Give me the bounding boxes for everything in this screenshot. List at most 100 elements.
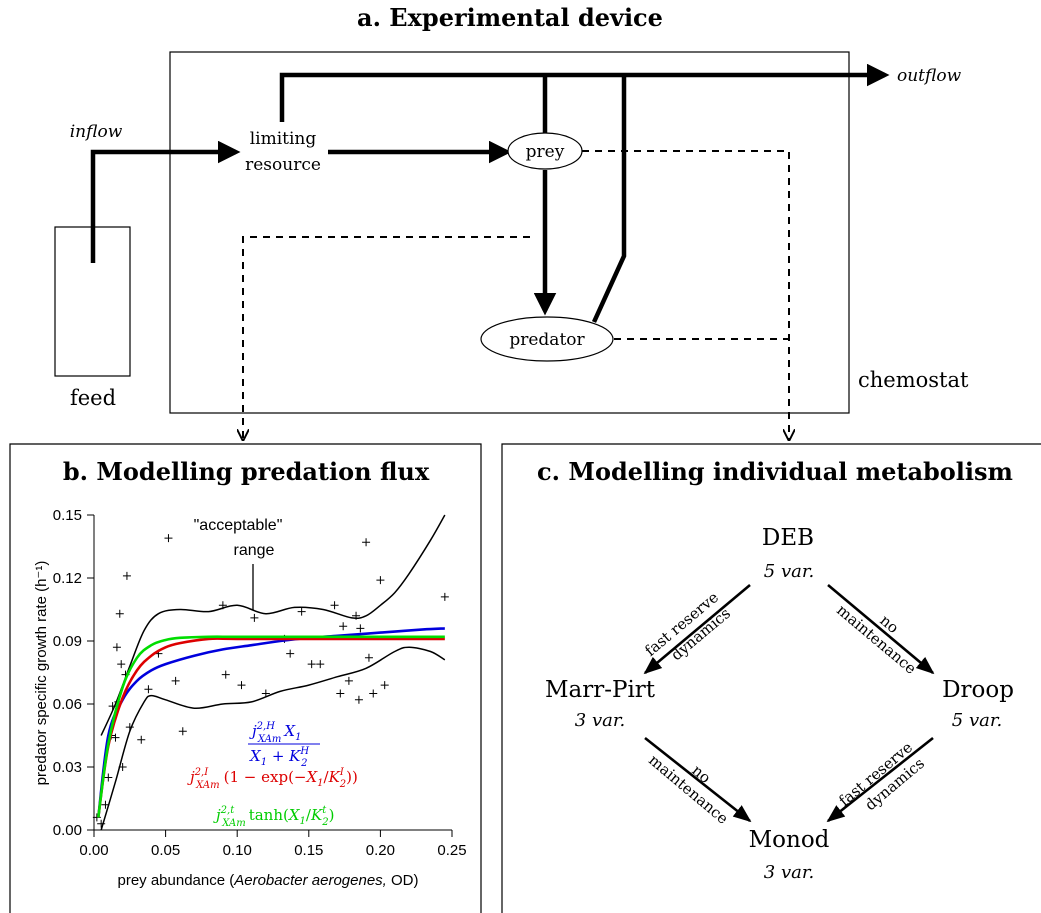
x-axis-label-prefix: prey abundance ( (117, 872, 234, 889)
x-tick-label: 0.15 (294, 842, 323, 859)
data-point (316, 660, 325, 669)
inflow-arrow (90, 140, 241, 263)
prey-node (507, 132, 583, 170)
range-label: range (234, 542, 275, 559)
svg-text:X1 + KH2: X1 + KH 2 (249, 746, 309, 769)
x-tick-label: 0.25 (437, 842, 466, 859)
deb-node: DEB (762, 525, 814, 551)
limiting-label: limiting (250, 129, 317, 149)
panel-c-frame (501, 443, 1041, 913)
formula-ivlev: j2,I XAm (1 − exp(−X1/KI 2)) (187, 767, 358, 791)
prey-to-panel-c-dashed (582, 150, 789, 440)
arrow-droop-monod (826, 736, 934, 823)
data-point (137, 735, 146, 744)
data-point (115, 609, 124, 618)
data-point (237, 681, 246, 690)
panel-c: c. Modelling individual metabolism DEB 5… (501, 443, 1041, 913)
x-tick-label: 0.00 (79, 842, 108, 859)
y-tick-label: 0.12 (53, 570, 82, 587)
y-tick-label: 0.09 (53, 633, 82, 650)
data-point (112, 643, 121, 652)
x-axis-label-suffix: OD) (387, 872, 419, 889)
edge-deb-droop-label-2: maintenance (833, 601, 920, 678)
deb-vars: 5 var. (764, 561, 814, 582)
panel-a: a. Experimental device prey predator lim… (54, 3, 969, 440)
curve-range (100, 514, 446, 736)
curve-holling (97, 627, 445, 818)
prey-to-panel-b-dashed (243, 236, 530, 440)
edge-labels: fast reserve dynamics no maintenance no … (641, 588, 928, 828)
prey-label: prey (526, 142, 565, 162)
resource-label: resource (245, 155, 321, 175)
data-point (122, 571, 131, 580)
inflow-label: inflow (70, 122, 123, 142)
data-point (307, 660, 316, 669)
data-point (171, 676, 180, 685)
data-point (297, 607, 306, 616)
monod-vars: 3 var. (764, 862, 814, 883)
curve-tanh (97, 635, 445, 818)
outflow-label: outflow (897, 66, 962, 86)
panel-a-title: a. Experimental device (357, 3, 663, 32)
measurement-lines (243, 150, 789, 440)
predator-label: predator (509, 330, 585, 350)
panel-b-title: b. Modelling predation flux (63, 457, 430, 486)
arrow-deb-marr-pirt (643, 584, 751, 675)
data-point (339, 622, 348, 631)
data-point (354, 695, 363, 704)
panel-b-frame (9, 443, 482, 913)
chart-axes: 0.00 0.05 0.10 0.15 0.20 0.25 0.00 0.03 0.06 0.09… (53, 507, 467, 859)
arrow-deb-droop (827, 584, 935, 675)
data-point (364, 653, 373, 662)
data-point (330, 601, 339, 610)
data-point (117, 660, 126, 669)
data-point (362, 538, 371, 547)
panel-c-title: c. Modelling individual metabolism (537, 457, 1013, 486)
data-point (376, 576, 385, 585)
edge-marr-monod-label-2: maintenance (645, 751, 732, 828)
data-point (221, 670, 230, 679)
data-point (440, 592, 449, 601)
x-axis-label: prey abundance (Aerobacter aerogenes, OD… (117, 872, 418, 889)
panel-b: b. Modelling predation flux 0.00 0.05 0.10… (9, 443, 482, 913)
monod-node: Monod (749, 827, 830, 853)
formula-holling: j2,H XAm X1 X1 + KH 2 (248, 721, 320, 769)
curve-ivlev (97, 637, 445, 818)
data-point (97, 819, 106, 828)
chart-points (92, 534, 449, 828)
x-tick-label: 0.05 (151, 842, 180, 859)
y-axis-label: predator specific growth rate (h⁻¹) (33, 561, 50, 786)
data-point (356, 624, 365, 633)
x-tick-label: 0.20 (366, 842, 395, 859)
y-tick-label: 0.03 (53, 759, 82, 776)
data-point (336, 689, 345, 698)
marr-pirt-node: Marr-Pirt (545, 677, 656, 703)
arrow-marr-pirt-monod (644, 736, 752, 823)
droop-node: Droop (942, 677, 1014, 703)
x-axis-label-species: Aerobacter aerogenes, (233, 872, 387, 889)
predator-node (480, 316, 614, 362)
data-point (164, 534, 173, 543)
y-tick-label: 0.15 (53, 507, 82, 524)
predation-chart: 0.00 0.05 0.10 0.15 0.20 0.25 0.00 0.03 0.06 0.09… (53, 507, 467, 859)
outflow-arrow (279, 63, 890, 122)
curve-range (100, 646, 446, 831)
y-tick-label: 0.00 (53, 822, 82, 839)
data-point (178, 727, 187, 736)
chart-lines (97, 514, 446, 831)
metabolism-arrows (643, 584, 935, 823)
data-point (111, 733, 120, 742)
acceptable-label: "acceptable" (194, 517, 283, 534)
chemostat-box (169, 51, 850, 414)
data-point (144, 685, 153, 694)
data-point (250, 613, 259, 622)
data-point (380, 681, 389, 690)
feed-label: feed (70, 386, 116, 410)
data-point (369, 689, 378, 698)
flow-arrows (90, 63, 890, 323)
x-tick-label: 0.10 (223, 842, 252, 859)
y-tick-label: 0.06 (53, 696, 82, 713)
